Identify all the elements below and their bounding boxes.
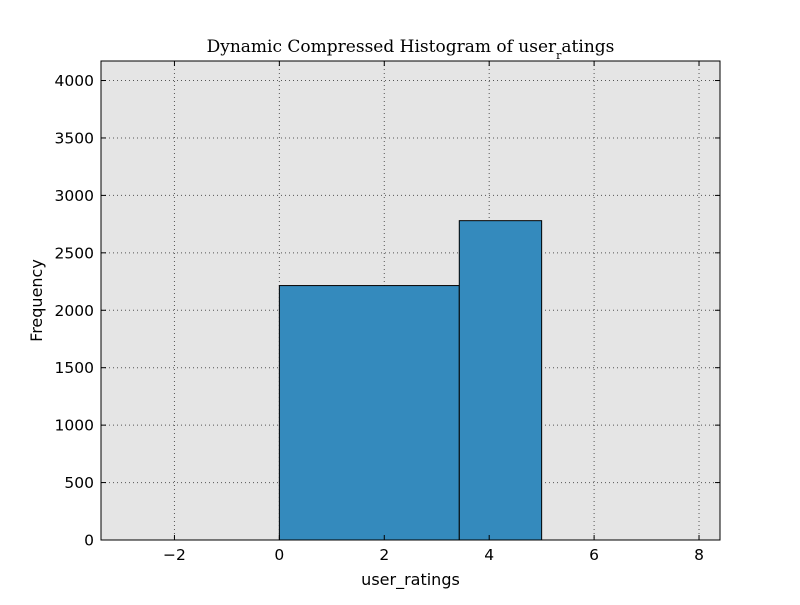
x-tick-label-3: 4: [484, 546, 494, 564]
x-tick-label-5: 8: [694, 546, 704, 564]
x-axis-label: user_ratings: [361, 570, 460, 590]
x-tick-label-4: 6: [589, 546, 599, 564]
y-tick-label-5: 2500: [55, 244, 94, 262]
y-tick-label-0: 0: [84, 532, 94, 550]
y-tick-label-2: 1000: [55, 417, 94, 435]
chart-title-subscript: r: [556, 49, 562, 62]
y-tick-label-8: 4000: [55, 72, 94, 90]
y-tick-label-3: 1500: [55, 359, 94, 377]
plot-frame: [100, 60, 721, 541]
y-tick-label-7: 3500: [55, 129, 94, 147]
y-tick-label-4: 2000: [55, 302, 94, 320]
y-axis-label: Frequency: [27, 259, 46, 342]
y-tick-label-1: 500: [64, 474, 94, 492]
histogram-bar-1: [458, 220, 543, 541]
y-tick-label-6: 3000: [55, 187, 94, 205]
x-tick-label-1: 0: [274, 546, 284, 564]
axis-ticks: −2 0 2 4 6 8 0 500 1000 1500 2000 2500 3000 3500 4000: [55, 61, 720, 564]
x-tick-label-2: 2: [379, 546, 389, 564]
histogram-bar-0: [278, 285, 460, 541]
x-tick-label-0: −2: [163, 546, 186, 564]
chart-title: Dynamic Compressed Histogram of userrati…: [207, 37, 615, 62]
histogram-bars: [278, 220, 543, 541]
